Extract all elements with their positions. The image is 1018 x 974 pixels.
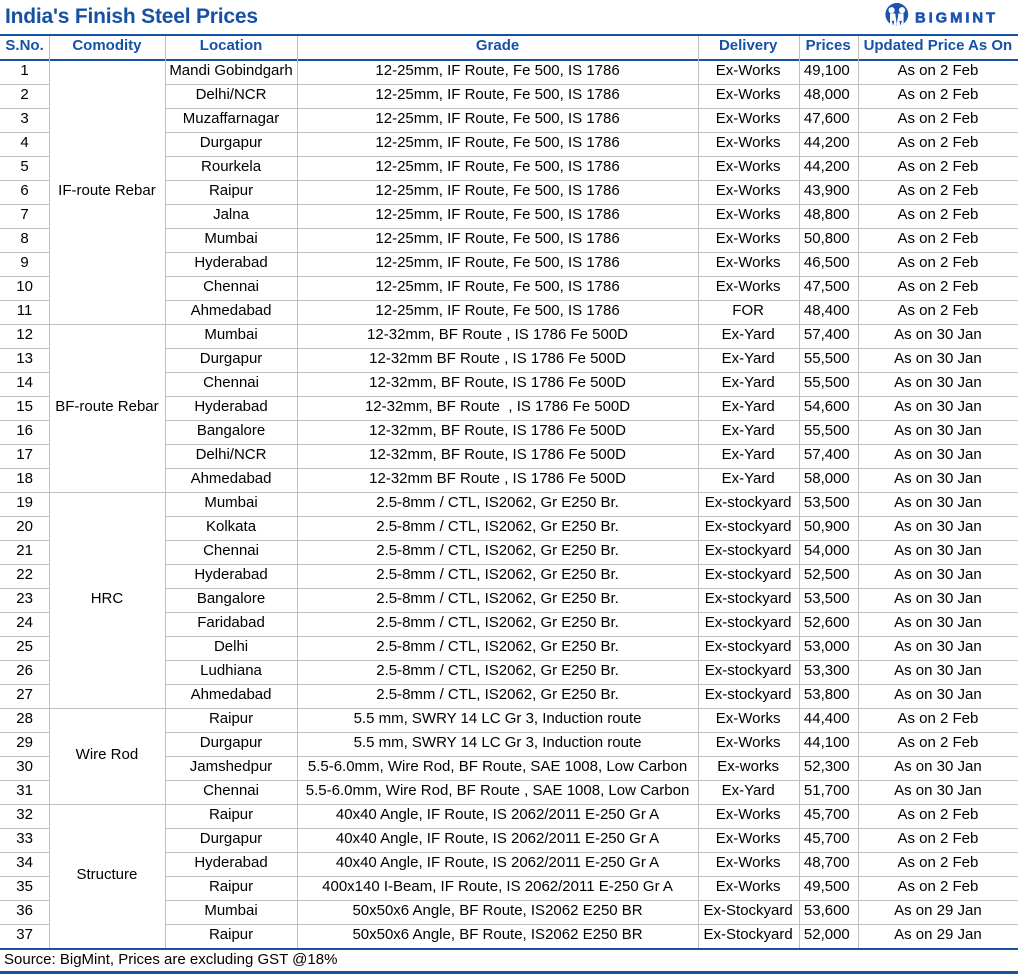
svg-text:BIGMINT: BIGMINT <box>915 10 995 26</box>
